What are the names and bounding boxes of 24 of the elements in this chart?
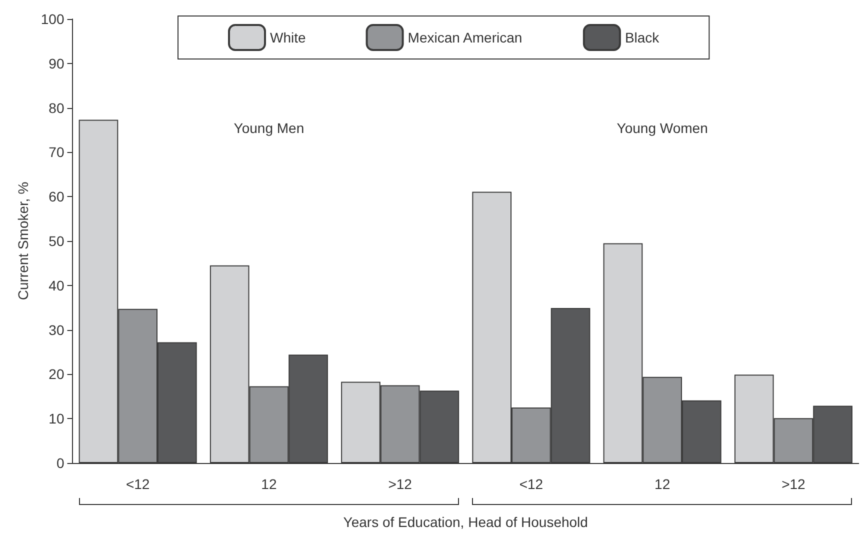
y-tick-label: 100 [40,11,64,27]
legend-label: Black [624,30,660,46]
y-tick-label: 70 [48,144,64,160]
y-tick-label: 0 [56,455,64,471]
y-tick-label: 90 [48,55,64,72]
x-tick-label: <12 [126,476,150,492]
y-tick-label: 30 [48,322,64,338]
x-tick-label: 12 [654,476,670,492]
annotation: Young Men [234,120,304,136]
y-tick-label: 80 [48,100,64,116]
y-tick-label: 50 [48,233,64,249]
x-axis-title: Years of Education, Head of Household [343,514,588,530]
x-tick-label: >12 [388,476,412,492]
x-tick-label: 12 [261,476,277,492]
x-tick-label: >12 [782,476,806,492]
y-axis-title: Current Smoker, % [15,182,31,300]
y-tick-label: 10 [48,410,64,427]
y-tick-label: 60 [48,188,64,205]
x-tick-label: <12 [519,476,544,492]
y-tick-label: 40 [48,277,64,294]
annotation: Young Women [616,120,708,136]
legend-label: Mexican American [408,30,522,46]
y-tick-label: 20 [48,366,64,382]
legend-label: White [270,30,306,46]
